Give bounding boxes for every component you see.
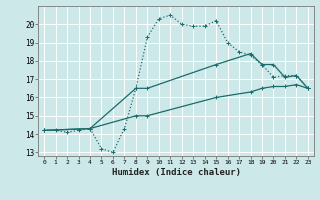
X-axis label: Humidex (Indice chaleur): Humidex (Indice chaleur) xyxy=(111,168,241,177)
